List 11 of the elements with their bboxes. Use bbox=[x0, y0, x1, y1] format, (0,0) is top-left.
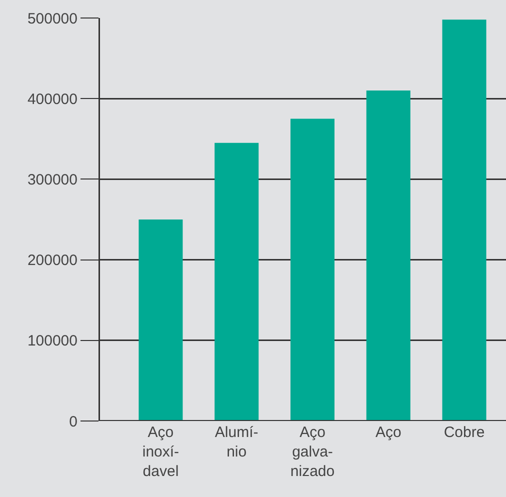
x-tick-label: Alumí- nio bbox=[214, 424, 258, 460]
y-tick-label: 400000 bbox=[27, 90, 78, 108]
x-tick-label: Cobre bbox=[444, 424, 485, 441]
y-tick-label: 200000 bbox=[27, 252, 78, 270]
y-tick-label: 100000 bbox=[27, 332, 78, 350]
y-tick-label: 300000 bbox=[27, 171, 78, 188]
x-tick-label: Aço bbox=[375, 424, 402, 441]
y-tick-label: 0 bbox=[69, 413, 78, 430]
x-tick-label: Aço inoxí- davel bbox=[142, 424, 180, 480]
x-tick-label: Aço galva- nizado bbox=[290, 424, 335, 480]
y-tick-label: 500000 bbox=[27, 10, 78, 28]
